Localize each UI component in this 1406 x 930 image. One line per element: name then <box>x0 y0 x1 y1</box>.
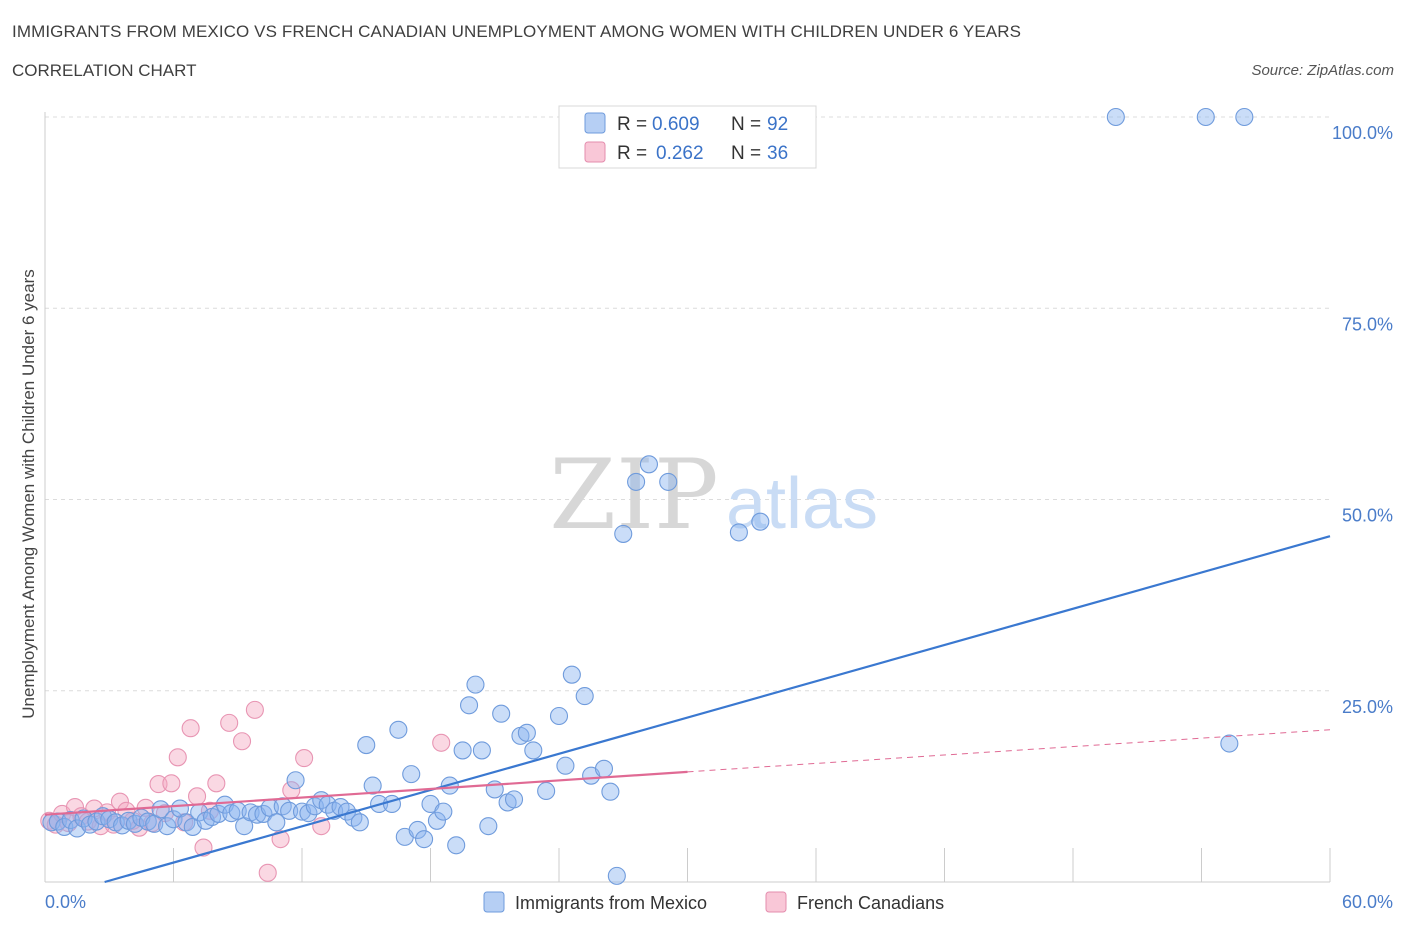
legend-swatch-pink <box>584 141 606 163</box>
data-point-immigrants-from-mexico <box>286 771 305 790</box>
source-label: Source: ZipAtlas.com <box>1251 62 1394 79</box>
data-point-immigrants-from-mexico <box>350 813 369 832</box>
data-point-immigrants-from-mexico <box>751 512 770 531</box>
x-tick-label-0: 0.0% <box>45 892 86 912</box>
legend-n-label-blue: N = <box>731 114 761 135</box>
data-point-french-canadians <box>220 713 239 732</box>
watermark: ZIP atlas <box>549 439 878 551</box>
y-tick-label-50: 50.0% <box>1342 506 1393 526</box>
data-point-french-canadians <box>245 700 264 719</box>
data-point-immigrants-from-mexico <box>614 524 633 543</box>
x-tick-label-1: 60.0% <box>1342 892 1393 912</box>
chart-subtitle: CORRELATION CHART <box>12 61 197 80</box>
trend-line-french-canadians-extension <box>687 729 1331 773</box>
legend-n-value-pink: 36 <box>767 143 788 164</box>
data-point-french-canadians <box>162 774 181 793</box>
data-point-french-canadians <box>149 775 168 794</box>
data-point-french-canadians <box>271 830 290 849</box>
bottom-legend-label-french-canadians[interactable]: French Canadians <box>797 893 944 913</box>
data-point-immigrants-from-mexico <box>1196 107 1215 127</box>
data-point-immigrants-from-mexico <box>575 687 594 706</box>
data-point-immigrants-from-mexico <box>659 472 678 491</box>
bottom-legend-swatch-mexico[interactable] <box>483 891 505 913</box>
legend-r-value-blue: 0.609 <box>652 114 700 135</box>
data-point-immigrants-from-mexico <box>280 801 299 820</box>
data-point-immigrants-from-mexico <box>504 790 524 809</box>
data-point-immigrants-from-mexico <box>402 765 421 784</box>
legend-n-value-blue: 92 <box>767 114 788 135</box>
data-point-immigrants-from-mexico <box>299 804 318 823</box>
data-point-immigrants-from-mexico <box>1235 107 1254 127</box>
data-point-immigrants-from-mexico <box>357 736 376 755</box>
data-point-immigrants-from-mexico <box>363 776 382 795</box>
data-point-immigrants-from-mexico <box>415 830 434 849</box>
trend-lines <box>44 535 1331 884</box>
bottom-legend-label-mexico[interactable]: Immigrants from Mexico <box>515 893 707 913</box>
data-point-immigrants-from-mexico <box>627 472 646 491</box>
y-tick-label-25: 25.0% <box>1342 697 1393 717</box>
legend-r-value-pink: 0.262 <box>656 143 704 164</box>
data-point-immigrants-from-mexico <box>479 817 498 836</box>
trend-line-immigrants-from-mexico <box>104 535 1331 884</box>
stats-legend: R = 0.609 N = 92 R = 0.262 N = 36 <box>558 105 817 169</box>
y-tick-labels: 25.0% 50.0% 75.0% 100.0% <box>1332 123 1393 717</box>
legend-n-label-pink: N = <box>731 143 761 164</box>
y-tick-label-100: 100.0% <box>1332 123 1393 143</box>
data-point-immigrants-from-mexico <box>556 756 575 775</box>
data-point-immigrants-from-mexico <box>601 782 620 801</box>
trend-line-french-canadians <box>44 770 688 816</box>
y-tick-label-75: 75.0% <box>1342 314 1393 334</box>
data-point-french-canadians <box>207 774 226 793</box>
data-point-french-canadians <box>232 732 252 751</box>
data-point-immigrants-from-mexico <box>447 836 466 855</box>
watermark-atlas: atlas <box>726 464 878 544</box>
data-point-immigrants-from-mexico <box>382 794 402 814</box>
data-point-immigrants-from-mexico <box>607 866 626 885</box>
data-point-immigrants-from-mexico <box>537 781 556 801</box>
data-point-immigrants-from-mexico <box>729 523 748 542</box>
data-point-immigrants-from-mexico <box>434 802 453 821</box>
data-point-immigrants-from-mexico <box>1220 734 1239 753</box>
data-point-immigrants-from-mexico <box>158 817 177 836</box>
data-point-immigrants-from-mexico <box>639 455 659 474</box>
series-legend: Immigrants from Mexico French Canadians <box>483 891 944 913</box>
data-point-immigrants-from-mexico <box>389 720 408 739</box>
legend-swatch-blue <box>584 112 606 134</box>
data-point-immigrants-from-mexico <box>466 675 485 694</box>
chart-title: IMMIGRANTS FROM MEXICO VS FRENCH CANADIA… <box>12 22 1022 41</box>
data-point-immigrants-from-mexico <box>1106 107 1125 127</box>
data-point-immigrants-from-mexico <box>472 741 491 760</box>
data-point-immigrants-from-mexico <box>177 813 196 832</box>
data-point-immigrants-from-mexico <box>594 759 614 778</box>
data-point-immigrants-from-mexico <box>549 706 569 726</box>
data-point-immigrants-from-mexico <box>517 723 536 742</box>
legend-r-label-pink: R = <box>617 143 647 164</box>
data-point-immigrants-from-mexico <box>459 696 479 715</box>
y-axis-label: Unemployment Among Women with Children U… <box>19 269 38 718</box>
x-tick-labels: 0.0% 60.0% <box>45 892 1393 912</box>
axes <box>44 112 1331 883</box>
data-point-immigrants-from-mexico <box>267 813 286 832</box>
data-point-french-canadians <box>181 719 200 738</box>
data-point-french-canadians <box>188 787 207 806</box>
grid-lines <box>45 116 1330 692</box>
legend-r-label-blue: R = <box>617 114 647 135</box>
data-point-immigrants-from-mexico <box>562 665 581 684</box>
data-point-french-canadians <box>295 749 314 768</box>
data-point-immigrants-from-mexico <box>427 811 446 830</box>
data-point-french-canadians <box>432 733 451 752</box>
data-point-french-canadians <box>258 863 277 882</box>
data-point-immigrants-from-mexico <box>151 800 170 819</box>
watermark-zip: ZIP <box>549 439 718 551</box>
data-point-immigrants-from-mexico <box>492 704 511 723</box>
bottom-legend-swatch-french-canadians[interactable] <box>765 891 787 913</box>
data-point-immigrants-from-mexico <box>524 741 543 760</box>
data-point-immigrants-from-mexico <box>209 804 228 823</box>
data-point-immigrants-from-mexico <box>453 741 472 760</box>
data-point-french-canadians <box>168 748 187 767</box>
data-point-immigrants-from-mexico <box>408 820 427 840</box>
